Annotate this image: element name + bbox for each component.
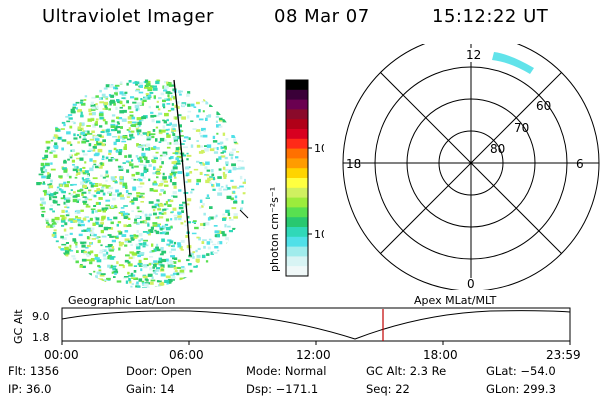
colorbar-tick-100: 100 <box>314 142 324 155</box>
x-tick-1800: 18:00 <box>423 348 458 362</box>
flight-number: Flt: 1356 <box>8 364 60 378</box>
x-tick-1200: 12:00 <box>296 348 331 362</box>
x-tick-0000: 00:00 <box>44 348 79 362</box>
dsp-value: Dsp: −171.1 <box>246 382 319 396</box>
gain-value: Gain: 14 <box>126 382 175 396</box>
altitude-curve <box>61 310 571 340</box>
timeline-axis-title: GC Alt <box>12 309 25 344</box>
tick-mark <box>239 209 249 219</box>
geographic-latitude: GLat: −54.0 <box>486 364 556 378</box>
gc-altitude: GC Alt: 2.3 Re <box>366 364 447 378</box>
polar-plot: 12 18 6 0 60 70 80 <box>342 44 600 290</box>
y-tick-9: 9.0 <box>32 310 50 323</box>
lat-label-60: 60 <box>536 99 551 113</box>
mlt-label-18: 18 <box>346 157 361 171</box>
x-tick-2359: 23:59 <box>546 348 581 362</box>
lat-label-80: 80 <box>490 142 505 156</box>
terminator-line <box>173 79 191 257</box>
instrument-title: Ultraviolet Imager <box>42 6 214 27</box>
y-tick-1.8: 1.8 <box>32 331 50 344</box>
timeline-frame <box>61 307 571 342</box>
auroral-patch <box>492 52 534 74</box>
geographic-label: Geographic Lat/Lon <box>68 294 176 307</box>
mlt-label-0: 0 <box>467 277 475 290</box>
sequence-number: Seq: 22 <box>366 382 410 396</box>
colorbar-unit-label: photon cm⁻²s⁻¹ <box>268 187 281 272</box>
date-label: 08 Mar 07 <box>274 6 370 27</box>
diagonal-2 <box>380 72 562 254</box>
door-status: Door: Open <box>126 364 192 378</box>
apex-label: Apex MLat/MLT <box>414 294 497 307</box>
colorbar-tick-10: 10 <box>314 228 324 241</box>
image-pixels <box>36 79 246 288</box>
x-tick-0600: 06:00 <box>169 348 204 362</box>
ip-value: IP: 36.0 <box>8 382 52 396</box>
colorbar: 100 10 photon cm⁻²s⁻¹ <box>268 79 324 277</box>
mlt-label-12: 12 <box>466 48 481 62</box>
altitude-timeline: 9.0 1.8 GC Alt 00:00 06:00 12:00 18:00 2… <box>12 307 581 362</box>
geographic-longitude: GLon: 299.3 <box>486 382 556 396</box>
mlt-label-6: 6 <box>576 157 584 171</box>
mode-value: Mode: Normal <box>246 364 327 378</box>
geographic-image <box>36 78 249 288</box>
colorbar-gradient <box>286 80 308 277</box>
time-label: 15:12:22 UT <box>432 6 549 27</box>
lat-label-70: 70 <box>514 121 529 135</box>
